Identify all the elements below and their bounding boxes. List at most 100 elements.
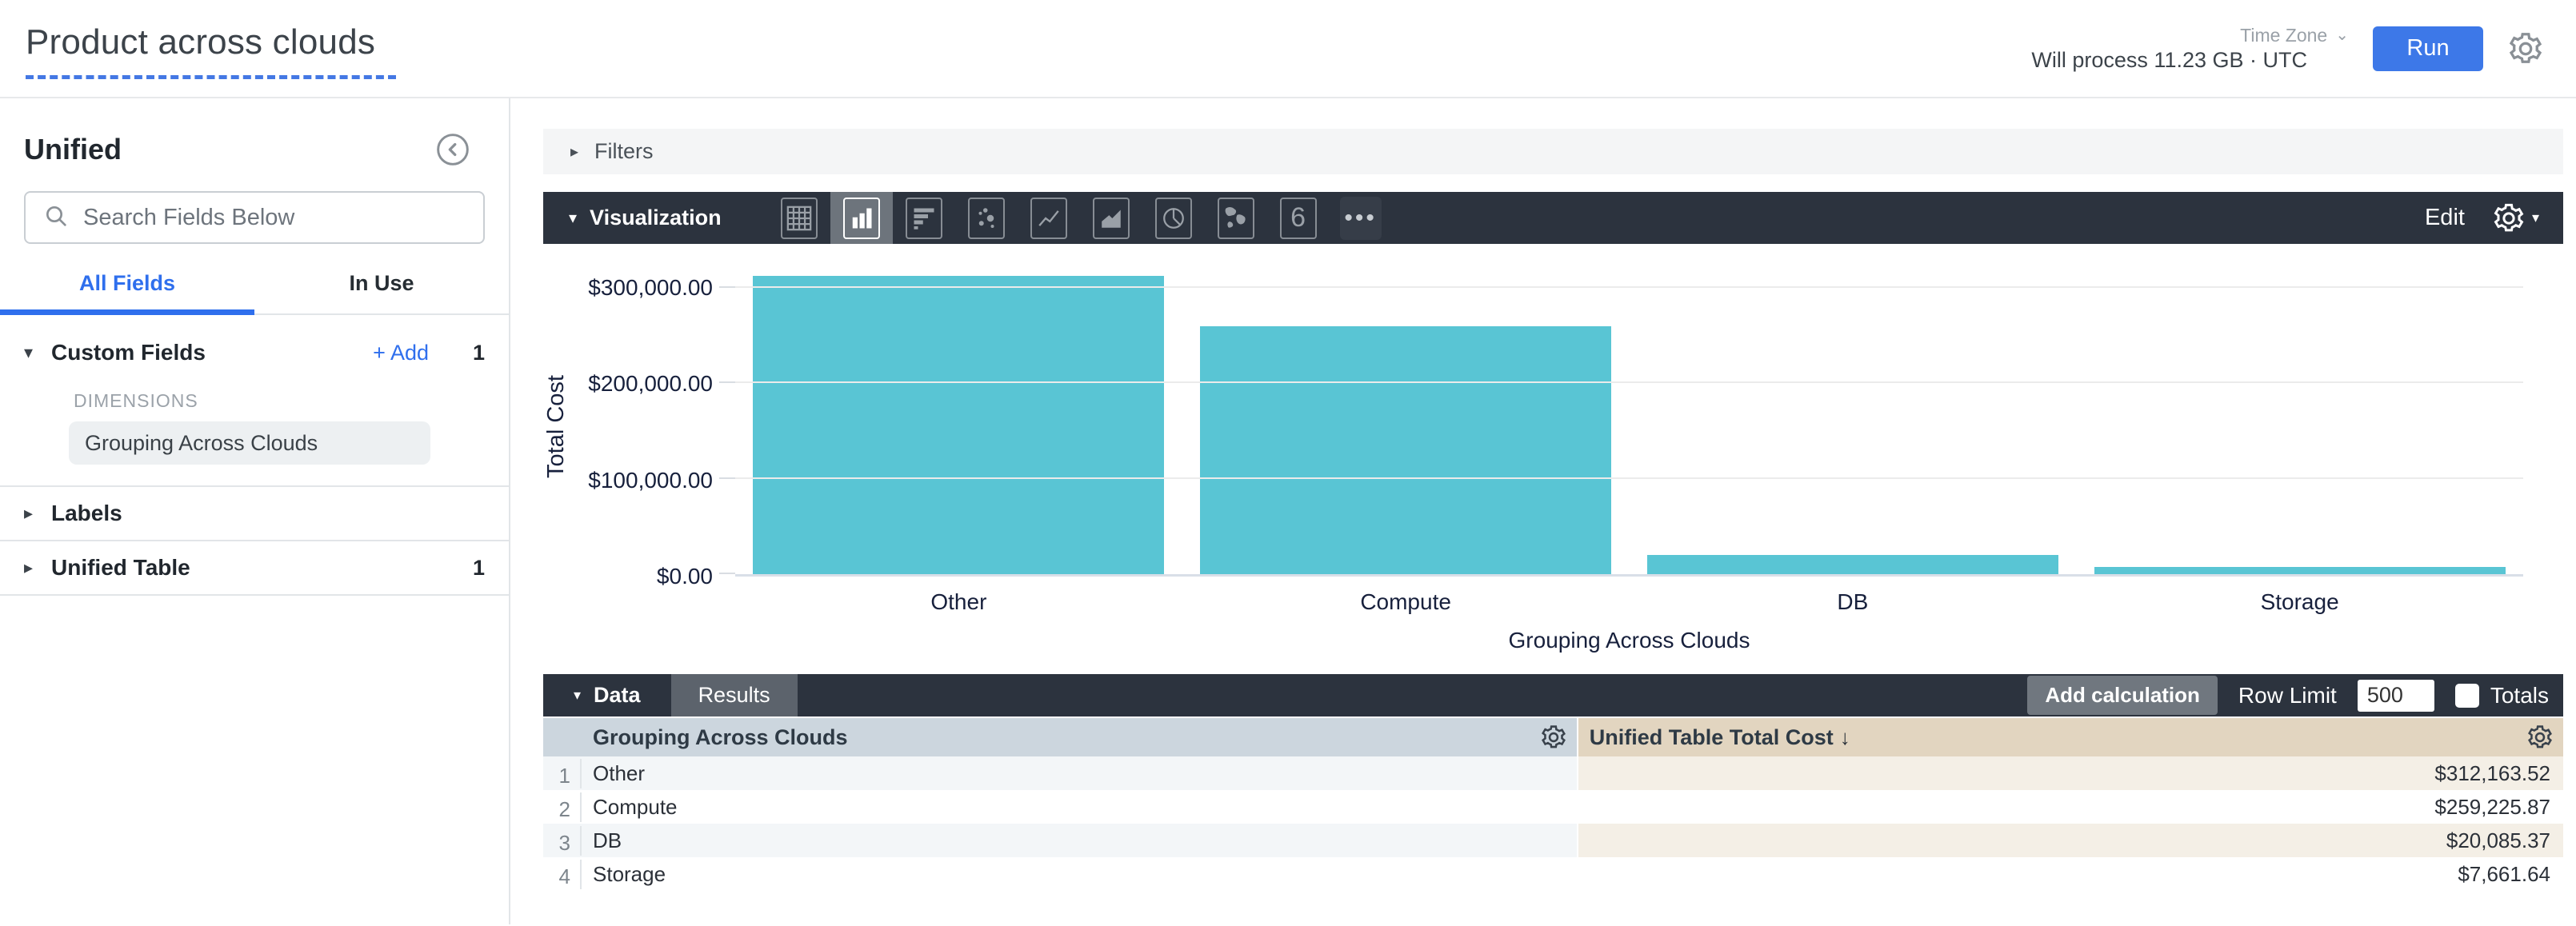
field-grouping-across-clouds[interactable]: Grouping Across Clouds	[69, 421, 430, 465]
field-tabs: All Fields In Use	[0, 271, 509, 315]
data-right-controls: Add calculation Row Limit Totals	[2027, 676, 2563, 715]
row-limit-label: Row Limit	[2238, 682, 2337, 708]
viz-type-map-icon[interactable]	[1205, 192, 1267, 244]
custom-fields-label: Custom Fields	[51, 340, 206, 365]
bar-compute[interactable]	[1200, 326, 1612, 574]
dimension-cell[interactable]: Other	[593, 760, 646, 785]
top-header: Product across clouds Time Zone ⌄ Will p…	[0, 0, 2576, 98]
row-limit-input[interactable]	[2357, 679, 2434, 712]
title-wrap: Product across clouds	[26, 18, 397, 79]
viz-right-controls: Edit ▾	[2425, 202, 2563, 235]
caret-down-icon: ▾	[2531, 210, 2539, 226]
collapse-sidebar-icon[interactable]	[435, 132, 470, 167]
y-tick-mark	[719, 477, 735, 479]
bar-slot	[735, 276, 1182, 574]
x-category-label: DB	[1837, 589, 1869, 614]
y-axis-title: Total Cost	[543, 374, 569, 478]
gridline	[735, 285, 2523, 288]
viz-edit-button[interactable]: Edit	[2424, 205, 2465, 230]
totals-label: Totals	[2490, 682, 2549, 708]
viz-type-table-icon[interactable]	[768, 192, 830, 244]
caret-right-icon: ▸	[570, 143, 579, 161]
viz-type-switcher: 6 •••	[768, 192, 1392, 244]
bar-slot	[1182, 276, 1630, 574]
page-title[interactable]: Product across clouds	[26, 22, 397, 79]
section-labels[interactable]: ▸ Labels	[0, 487, 509, 540]
field-search-box	[24, 191, 485, 244]
unified-table-label: Unified Table	[51, 555, 190, 580]
chevron-down-icon: ⌄	[2335, 26, 2349, 44]
add-calculation-button[interactable]: Add calculation	[2027, 676, 2218, 715]
custom-fields-count: 1	[472, 340, 485, 365]
viz-type-area-icon[interactable]	[1080, 192, 1142, 244]
x-axis-labels: Other Compute DB Storage	[735, 577, 2523, 628]
gridline	[735, 381, 2523, 384]
process-block: Time Zone ⌄ Will process 11.23 GB · UTC	[2031, 25, 2349, 73]
viz-type-more-icon[interactable]: •••	[1330, 192, 1392, 244]
data-panel-bar: ▾ Data Results Add calculation Row Limit…	[543, 674, 2563, 716]
totals-checkbox[interactable]	[2454, 683, 2479, 708]
caret-down-icon[interactable]: ▾	[569, 210, 578, 227]
bar-other[interactable]	[753, 276, 1165, 574]
visualization-bar: ▾ Visualization	[543, 192, 2563, 244]
viz-settings-gear-icon[interactable]: ▾	[2492, 202, 2539, 235]
data-tab[interactable]: ▾ Data	[574, 683, 641, 707]
bar-slot	[1630, 276, 2077, 574]
section-unified-table[interactable]: ▸ Unified Table 1	[0, 541, 509, 594]
dimension-cell[interactable]: Compute	[593, 794, 678, 819]
measure-cell[interactable]: $20,085.37	[2446, 828, 2550, 852]
tab-all-fields[interactable]: All Fields	[0, 271, 254, 315]
settings-gear-icon[interactable]	[2507, 30, 2544, 67]
measure-column-header[interactable]: Unified Table Total Cost ↓	[1578, 718, 2563, 756]
measure-cell[interactable]: $259,225.87	[2434, 794, 2550, 819]
bar-slot	[2076, 276, 2523, 574]
measure-cell[interactable]: $312,163.52	[2434, 760, 2550, 785]
y-tick-label: $0.00	[656, 564, 713, 589]
row-number: 4	[543, 859, 582, 889]
add-custom-field-button[interactable]: + Add	[373, 340, 429, 365]
section-custom-fields[interactable]: ▾ Custom Fields + Add 1	[0, 326, 509, 379]
x-category-label: Compute	[1360, 589, 1451, 614]
search-icon	[43, 203, 69, 233]
result-table: Grouping Across Clouds Unified Table Tot…	[543, 718, 2563, 891]
viz-type-pie-icon[interactable]	[1142, 192, 1205, 244]
viz-type-bar-icon[interactable]	[893, 192, 955, 244]
viz-type-column-icon[interactable]	[830, 192, 893, 244]
dimension-cell[interactable]: DB	[593, 828, 622, 852]
x-category-label: Storage	[2260, 589, 2339, 614]
viz-type-scatter-icon[interactable]	[955, 192, 1018, 244]
x-axis-title: Grouping Across Clouds	[1508, 628, 1750, 653]
dimensions-group-label: DIMENSIONS	[74, 390, 198, 411]
dimension-cell[interactable]: Storage	[593, 861, 666, 886]
table-row: 3 DB $20,085.37	[543, 824, 2563, 857]
run-button[interactable]: Run	[2373, 26, 2483, 71]
unified-table-count: 1	[472, 555, 485, 580]
app-body: Unified All Fields In Use ▾ Custom Field…	[0, 98, 2576, 924]
search-input[interactable]	[83, 204, 466, 231]
filters-expander[interactable]: ▸ Filters	[543, 129, 2563, 174]
viz-type-line-icon[interactable]	[1018, 192, 1080, 244]
x-category-label: Other	[930, 589, 987, 614]
results-tab[interactable]: Results	[670, 674, 798, 716]
plot-area	[719, 276, 2523, 577]
divider	[0, 594, 509, 596]
caret-down-icon: ▾	[574, 687, 582, 703]
table-row: 2 Compute $259,225.87	[543, 790, 2563, 824]
column-gear-icon[interactable]	[2526, 724, 2563, 751]
y-tick-label: $100,000.00	[588, 467, 713, 493]
table-header-row: Grouping Across Clouds Unified Table Tot…	[543, 718, 2563, 756]
y-tick-label: $300,000.00	[588, 274, 713, 300]
divider	[0, 485, 509, 487]
viz-type-single-value-icon[interactable]: 6	[1267, 192, 1330, 244]
bars-container	[735, 276, 2523, 574]
bar-storage[interactable]	[2094, 566, 2506, 574]
measure-cell[interactable]: $7,661.64	[2458, 861, 2550, 886]
tab-in-use[interactable]: In Use	[349, 271, 414, 295]
explore-view-name: Unified	[24, 133, 122, 166]
process-estimate-text: Will process 11.23 GB · UTC	[2031, 47, 2307, 72]
row-number: 2	[543, 792, 582, 822]
bar-db[interactable]	[1646, 555, 2058, 574]
time-zone-dropdown[interactable]: Time Zone ⌄	[2240, 25, 2349, 46]
dimension-column-header[interactable]: Grouping Across Clouds	[543, 718, 1577, 756]
column-gear-icon[interactable]	[1540, 724, 1577, 751]
